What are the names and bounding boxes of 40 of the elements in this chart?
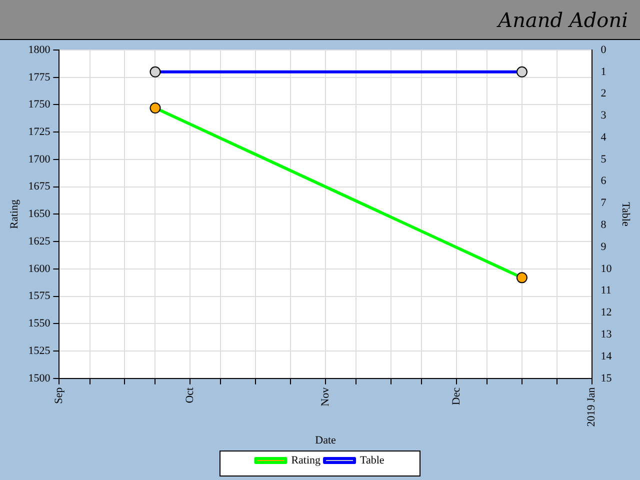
y-tick-label: 1575 [28, 290, 51, 302]
y-tick-label: 1500 [28, 372, 51, 384]
y-tick-label: 1750 [28, 98, 51, 111]
y2-tick-label: 8 [600, 219, 607, 232]
legend-label: Table [360, 454, 384, 466]
y2-tick-label: 14 [600, 350, 612, 362]
y2-tick-label: 4 [600, 131, 607, 144]
y2-tick-label: 12 [600, 306, 612, 319]
y2-tick-label: 3 [600, 110, 607, 122]
y2-tick-label: 0 [600, 44, 607, 56]
x-tick-label: Nov [319, 386, 332, 406]
y2-tick-label: 5 [600, 153, 607, 166]
y2-tick-label: 2 [600, 88, 606, 100]
y-tick-label: 1650 [28, 208, 51, 220]
y2-tick-label: 15 [600, 372, 612, 384]
y2-tick-label: 10 [600, 262, 612, 275]
x-tick-label: Oct [184, 387, 196, 404]
y2-tick-label: 9 [600, 240, 607, 253]
y-tick-label: 1725 [28, 126, 51, 138]
y-axis-title: Rating [8, 199, 20, 229]
x-tick-label: 2019 Jan [586, 386, 598, 427]
x-tick-label: Sep [53, 386, 66, 404]
y-tick-label: 1600 [28, 262, 51, 275]
x-axis-title: Date [315, 434, 336, 446]
y-tick-label: 1625 [28, 235, 51, 248]
legend-label: Rating [291, 454, 322, 466]
y-tick-label: 1700 [28, 153, 51, 166]
y2-tick-label: 13 [600, 328, 612, 340]
y2-tick-label: 11 [600, 284, 612, 297]
y-tick-label: 1525 [28, 344, 51, 357]
y2-tick-label: 1 [600, 66, 606, 78]
y2-tick-label: 6 [600, 175, 607, 188]
x-tick-label: Dec [450, 387, 462, 406]
y-tick-label: 1675 [28, 180, 51, 193]
y2-axis-title: Table [620, 202, 632, 226]
y-tick-label: 1775 [28, 71, 51, 84]
chart-title: Anand Adoni [498, 8, 628, 32]
y-tick-label: 1800 [28, 44, 51, 56]
y-tick-label: 1550 [28, 318, 51, 330]
y2-tick-label: 7 [600, 197, 607, 210]
